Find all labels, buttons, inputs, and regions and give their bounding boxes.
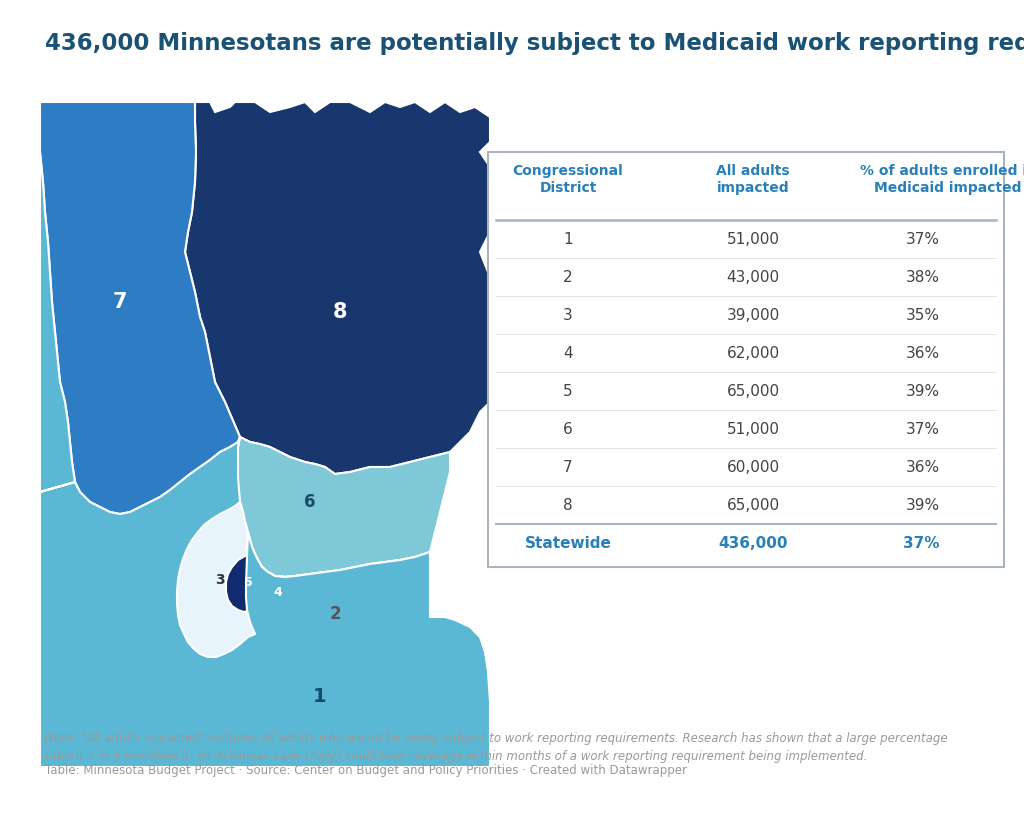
Polygon shape (40, 152, 490, 767)
Text: 8: 8 (563, 498, 572, 513)
Text: Statewide: Statewide (524, 536, 611, 551)
FancyBboxPatch shape (488, 152, 1004, 567)
Text: 3: 3 (215, 573, 225, 587)
Text: 37%: 37% (906, 422, 940, 437)
Text: 2: 2 (563, 270, 572, 285)
Text: 6: 6 (563, 422, 572, 437)
Text: 436,000: 436,000 (718, 536, 787, 551)
Text: 39,000: 39,000 (726, 308, 779, 323)
Text: % of adults enrolled in
Medicaid impacted: % of adults enrolled in Medicaid impacte… (859, 164, 1024, 196)
Polygon shape (185, 102, 490, 474)
Text: 60,000: 60,000 (726, 459, 779, 474)
Text: 36%: 36% (906, 345, 940, 360)
Text: 51,000: 51,000 (726, 422, 779, 437)
Text: 1: 1 (313, 687, 327, 706)
Text: 2: 2 (329, 605, 341, 623)
Text: All adults
impacted: All adults impacted (716, 164, 790, 196)
Polygon shape (238, 437, 450, 577)
Text: 4: 4 (563, 345, 572, 360)
Polygon shape (256, 572, 295, 614)
Text: 1: 1 (563, 231, 572, 246)
Text: 6: 6 (304, 493, 315, 511)
Text: 37%: 37% (903, 536, 940, 551)
Text: 39%: 39% (906, 384, 940, 399)
Text: 43,000: 43,000 (726, 270, 779, 285)
Polygon shape (40, 102, 240, 514)
Text: 35%: 35% (906, 308, 940, 323)
Text: 62,000: 62,000 (726, 345, 779, 360)
Text: 5: 5 (244, 576, 252, 588)
Text: 4: 4 (273, 586, 283, 598)
Text: 8: 8 (333, 302, 347, 322)
Polygon shape (177, 502, 255, 657)
Text: 7: 7 (113, 292, 127, 312)
Text: 51,000: 51,000 (726, 231, 779, 246)
Text: Note: "All adults impacted" includes all adults who would be newly subject to wo: Note: "All adults impacted" includes all… (45, 732, 947, 763)
Text: 436,000 Minnesotans are potentially subject to Medicaid work reporting requireme: 436,000 Minnesotans are potentially subj… (45, 32, 1024, 55)
Text: 7: 7 (563, 459, 572, 474)
Text: 39%: 39% (906, 498, 940, 513)
Polygon shape (226, 554, 268, 612)
Text: 5: 5 (563, 384, 572, 399)
Text: 65,000: 65,000 (726, 384, 779, 399)
Text: Table: Minnesota Budget Project · Source: Center on Budget and Policy Priorities: Table: Minnesota Budget Project · Source… (45, 764, 687, 777)
Text: Congressional
District: Congressional District (513, 164, 624, 196)
Text: 3: 3 (563, 308, 572, 323)
Text: 37%: 37% (906, 231, 940, 246)
Polygon shape (246, 532, 430, 679)
Text: 36%: 36% (906, 459, 940, 474)
Text: 38%: 38% (906, 270, 940, 285)
Text: 65,000: 65,000 (726, 498, 779, 513)
